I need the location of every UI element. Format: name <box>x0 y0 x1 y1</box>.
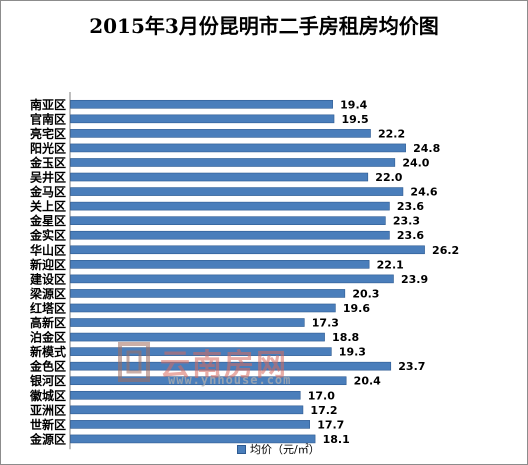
value-label-5: 22.0 <box>375 171 402 184</box>
value-label-7: 23.6 <box>397 200 424 213</box>
value-label-18: 23.7 <box>398 360 425 373</box>
bar-19 <box>70 376 347 386</box>
value-label-14: 19.6 <box>343 302 370 315</box>
category-label-3: 阳光区 <box>30 140 66 155</box>
value-label-8: 23.3 <box>393 215 420 228</box>
watermark-text: 云南房网 <box>160 348 288 383</box>
category-label-17: 新模式 <box>30 344 66 359</box>
category-label-21: 亚洲区 <box>30 403 66 417</box>
bar-6 <box>70 187 404 196</box>
value-label-3: 24.8 <box>413 142 440 155</box>
value-label-23: 18.1 <box>323 433 350 446</box>
bar-14 <box>70 303 336 313</box>
bar-7 <box>70 201 390 211</box>
watermark-url: www.ynhouse.com <box>168 373 292 387</box>
category-label-4: 金玉区 <box>29 155 66 170</box>
category-label-18: 金色区 <box>29 359 66 374</box>
category-label-19: 银河区 <box>30 373 66 388</box>
bar-12 <box>70 274 394 284</box>
bar-18 <box>70 361 392 371</box>
value-label-13: 20.3 <box>352 287 379 300</box>
value-label-19: 20.4 <box>354 375 381 388</box>
bar-20 <box>70 390 301 400</box>
value-label-17: 19.3 <box>339 346 366 359</box>
bar-2 <box>70 129 371 138</box>
category-label-10: 华山区 <box>30 242 66 257</box>
category-label-6: 金马区 <box>29 184 66 199</box>
category-label-1: 官南区 <box>30 111 66 126</box>
category-label-7: 关上区 <box>30 199 66 214</box>
bar-1 <box>70 114 335 124</box>
value-labels: 19.419.522.224.824.022.024.623.623.323.6… <box>308 98 459 446</box>
category-label-20: 徽城区 <box>29 388 66 403</box>
bar-4 <box>70 158 396 167</box>
bar-22 <box>70 420 310 429</box>
bar-15 <box>70 318 305 327</box>
value-label-1: 19.5 <box>342 113 369 126</box>
bar-11 <box>70 260 370 269</box>
value-label-4: 24.0 <box>402 156 429 169</box>
category-label-5: 吴井区 <box>30 170 66 185</box>
bar-8 <box>70 216 386 225</box>
category-label-14: 红塔区 <box>30 300 66 315</box>
chart-title: 2015年3月份昆明市二手房租房均价图 <box>89 14 439 38</box>
category-label-13: 梁源区 <box>29 286 66 301</box>
value-label-12: 23.9 <box>401 273 428 286</box>
chart-bars <box>70 99 425 444</box>
category-label-8: 金星区 <box>29 213 66 228</box>
value-label-11: 22.1 <box>377 258 404 271</box>
value-label-2: 22.2 <box>378 127 405 140</box>
watermark-logo-icon <box>118 342 150 382</box>
category-label-23: 金源区 <box>29 431 66 446</box>
category-label-9: 金实区 <box>29 228 66 243</box>
category-label-16: 泊金区 <box>30 330 66 345</box>
category-label-2: 亮宅区 <box>30 126 66 141</box>
bar-21 <box>70 405 304 415</box>
bar-9 <box>70 230 390 240</box>
value-label-9: 23.6 <box>397 229 424 242</box>
bar-13 <box>70 289 346 298</box>
bar-16 <box>70 332 325 342</box>
bar-3 <box>70 143 406 153</box>
category-label-22: 世新区 <box>30 417 66 432</box>
category-label-12: 建设区 <box>29 271 66 286</box>
value-label-16: 18.8 <box>332 331 359 344</box>
legend: 均价（元/㎡） <box>237 441 320 457</box>
bar-10 <box>70 245 425 255</box>
category-labels: 南亚区官南区亮宅区阳光区金玉区吴井区金马区关上区金星区金实区华山区新迎区建设区梁… <box>29 97 66 447</box>
value-label-22: 17.7 <box>317 418 344 431</box>
bar-0 <box>70 99 333 109</box>
value-label-20: 17.0 <box>308 389 335 402</box>
legend-label: 均价（元/㎡） <box>250 443 320 456</box>
category-label-15: 高新区 <box>30 315 66 330</box>
legend-swatch <box>237 444 246 454</box>
bar-17 <box>70 347 332 356</box>
value-label-21: 17.2 <box>310 404 337 417</box>
value-label-15: 17.3 <box>312 317 339 330</box>
bar-5 <box>70 172 369 182</box>
category-label-0: 南亚区 <box>30 97 66 112</box>
value-label-0: 19.4 <box>340 98 367 111</box>
bar-23 <box>70 434 316 444</box>
value-label-6: 24.6 <box>410 186 437 199</box>
category-label-11: 新迎区 <box>30 257 66 272</box>
value-label-10: 26.2 <box>432 244 459 257</box>
